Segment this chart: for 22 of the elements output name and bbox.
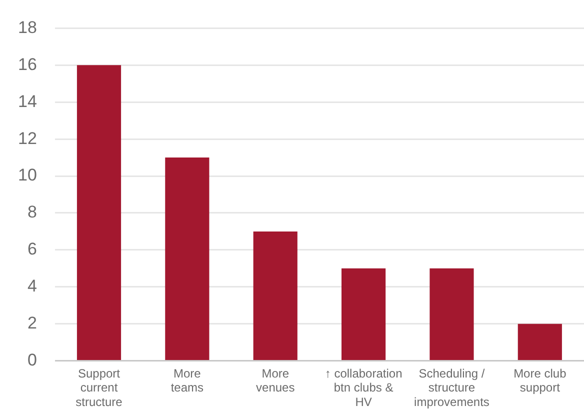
y-tick-label: 12 — [18, 128, 37, 148]
y-tick-label: 16 — [18, 54, 37, 74]
x-tick-label: More venues — [256, 366, 295, 395]
y-tick-label: 14 — [18, 92, 37, 111]
y-tick-label: 2 — [27, 314, 37, 333]
y-tick-label: 8 — [27, 202, 37, 222]
x-tick-label: More club support — [514, 366, 567, 395]
y-tick-label: 4 — [27, 276, 37, 296]
bar — [253, 231, 298, 360]
y-tick-label: 18 — [18, 18, 37, 37]
bar — [430, 268, 474, 360]
y-tick-label: 10 — [18, 166, 37, 185]
x-tick-label: More teams — [170, 366, 204, 395]
x-tick-label: Scheduling / structure improvements — [414, 366, 490, 410]
bar — [342, 268, 386, 360]
y-tick-label: 6 — [27, 240, 37, 259]
bar — [165, 158, 210, 360]
bar — [518, 324, 562, 360]
x-tick-label: Support current structure — [76, 366, 123, 410]
bar — [76, 65, 122, 360]
y-tick-label: 0 — [27, 350, 37, 370]
x-tick-label: ↑ collaboration btn clubs & HV — [324, 366, 402, 410]
